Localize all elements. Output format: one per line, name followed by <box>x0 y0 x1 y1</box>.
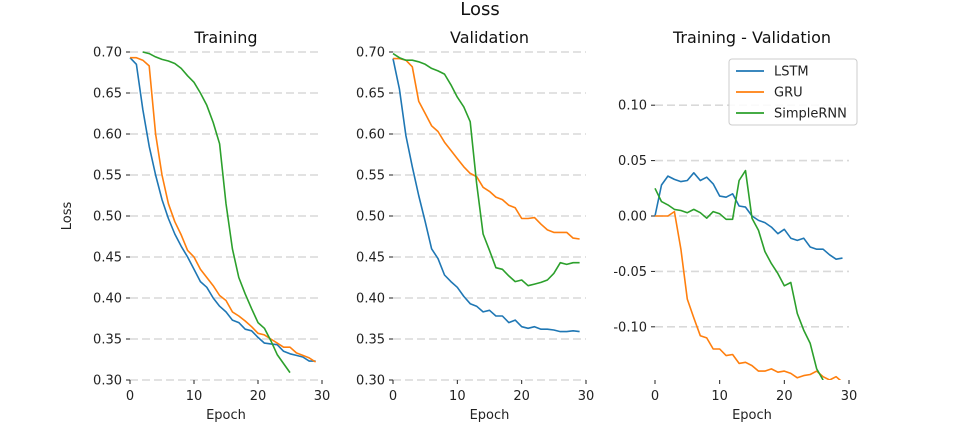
x-tick-label: 30 <box>578 389 595 404</box>
x-tick-label: 20 <box>776 389 793 404</box>
y-tick-label: 0.45 <box>356 251 385 266</box>
legend-box <box>728 58 858 126</box>
x-tick-label: 20 <box>513 389 530 404</box>
series-line-gru <box>393 57 580 240</box>
x-tick-label: 0 <box>389 389 397 404</box>
series-line-lstm <box>654 172 843 261</box>
y-tick-label: 0.40 <box>93 292 122 307</box>
y-tick-label: 0.05 <box>618 154 647 169</box>
x-tick-label: 30 <box>314 389 331 404</box>
y-tick-label: -0.05 <box>613 265 647 280</box>
y-tick-label: 0.00 <box>618 210 647 225</box>
y-tick-label: 0.50 <box>93 210 122 225</box>
panel-0: 0.30 0.35 0.40 0.45 0.50 0.55 0.60 0.65 0.70 0 10 2… <box>60 28 330 423</box>
y-tick-label: -0.10 <box>613 320 647 335</box>
y-tick-label: 0.60 <box>93 128 122 143</box>
series-line-simplernn <box>142 51 291 374</box>
series-line-lstm <box>129 57 316 362</box>
x-axis-label: Epoch <box>732 408 772 423</box>
y-tick-label: 0.50 <box>356 210 385 225</box>
legend-label-gru: GRU <box>774 86 803 101</box>
panels: 0.30 0.35 0.40 0.45 0.50 0.55 0.60 0.65 0.70 0 10 2… <box>60 28 857 423</box>
y-tick-label: 0.70 <box>93 46 122 61</box>
y-tick-label: 0.55 <box>356 169 385 184</box>
y-tick-label: 0.45 <box>93 251 122 266</box>
x-axis-label: Epoch <box>206 408 246 423</box>
legend: LSTM GRU SimpleRNN <box>728 58 858 126</box>
x-tick-label: 10 <box>449 389 466 404</box>
panel-title: Training - Validation <box>672 28 831 47</box>
series-line-gru <box>655 210 842 380</box>
y-tick-label: 0.30 <box>356 374 385 389</box>
x-tick-label: 0 <box>651 389 659 404</box>
figure-title: Loss <box>460 0 499 20</box>
series-line-lstm <box>392 58 580 333</box>
y-tick-label: 0.70 <box>356 46 385 61</box>
y-tick-label: 0.55 <box>93 169 122 184</box>
x-tick-label: 20 <box>250 389 267 404</box>
x-axis-label: Epoch <box>470 408 510 423</box>
legend-label-lstm: LSTM <box>774 65 809 80</box>
x-tick-label: 0 <box>126 389 134 404</box>
y-tick-label: 0.65 <box>93 87 122 102</box>
series-line-simplernn <box>654 169 824 380</box>
series-line-simplernn <box>392 52 580 287</box>
x-tick-label: 10 <box>186 389 203 404</box>
y-tick-label: 0.35 <box>356 333 385 348</box>
y-tick-label: 0.30 <box>93 374 122 389</box>
y-tick-label: 0.35 <box>93 333 122 348</box>
x-tick-label: 30 <box>841 389 858 404</box>
y-tick-label: 0.65 <box>356 87 385 102</box>
y-tick-label: 0.60 <box>356 128 385 143</box>
y-tick-label: 0.40 <box>356 292 385 307</box>
panel-title: Training <box>193 28 257 47</box>
panel-1: 0.30 0.35 0.40 0.45 0.50 0.55 0.60 0.65 0.70 0 10 2… <box>356 28 594 423</box>
panel-title: Validation <box>450 28 529 47</box>
series-line-gru <box>130 56 317 363</box>
y-axis-label: Loss <box>60 202 75 231</box>
y-tick-label: 0.10 <box>618 99 647 114</box>
legend-label-simplernn: SimpleRNN <box>774 107 847 122</box>
x-tick-label: 10 <box>711 389 728 404</box>
